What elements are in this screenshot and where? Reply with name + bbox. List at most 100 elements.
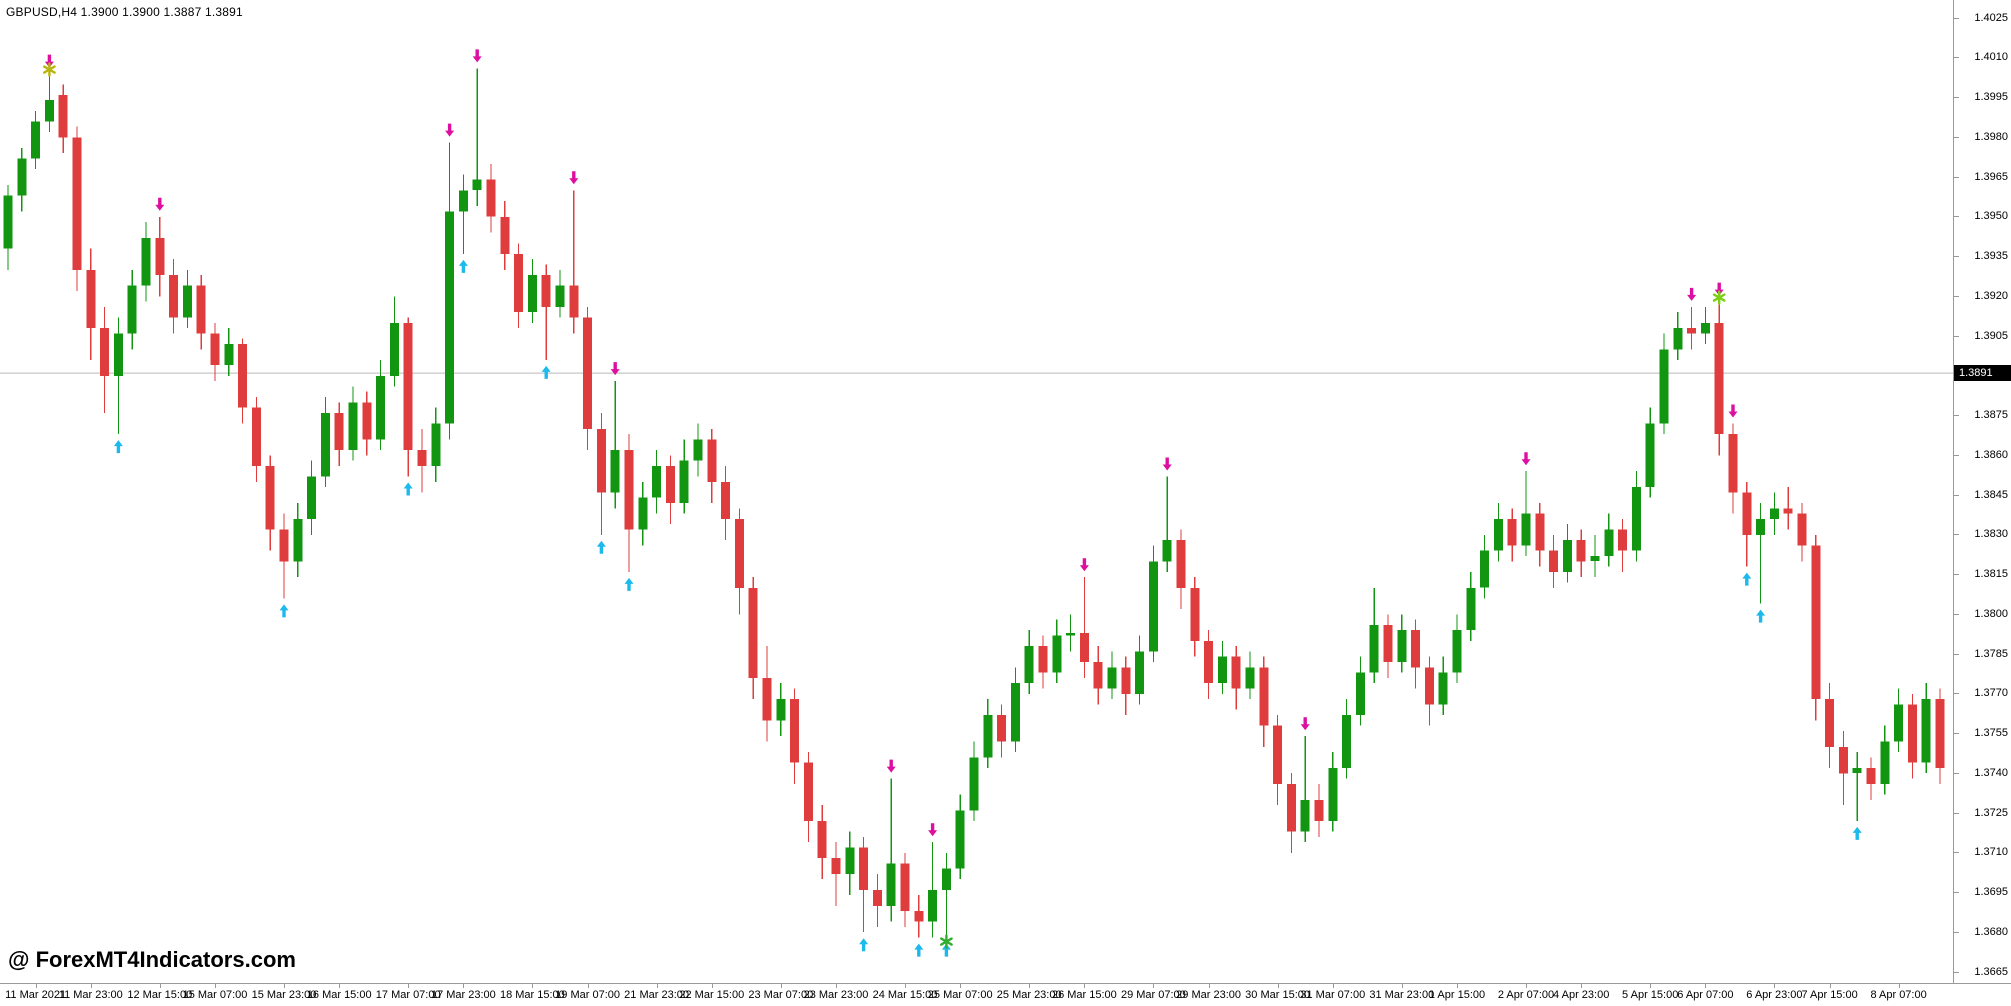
sell-arrow-icon [928, 823, 938, 837]
time-axis-label: 23 Mar 07:00 [748, 989, 814, 1001]
time-axis-label: 18 Mar 15:00 [499, 989, 565, 1001]
price-axis-label: 1.3965 [1974, 170, 2008, 183]
price-axis-tick [1954, 733, 1959, 734]
watermark: @ ForexMT4Indicators.com [8, 947, 296, 972]
buy-arrow-icon [941, 943, 951, 957]
sell-arrow-icon [44, 54, 54, 68]
sell-arrow-icon [1079, 558, 1089, 572]
price-axis-label: 1.3935 [1974, 250, 2008, 262]
sell-arrow-icon [610, 362, 620, 376]
price-axis-tick [1954, 415, 1959, 416]
time-axis-tick [587, 984, 589, 988]
time-axis-tick [1526, 984, 1527, 988]
price-axis-tick [1954, 57, 1959, 59]
star-icon [1712, 290, 1726, 305]
time-axis-label: 31 Mar 23:00 [1369, 989, 1435, 1001]
price-axis-tick [1954, 335, 1959, 337]
price-axis-tick [1954, 931, 1959, 933]
price-axis-tick [1954, 971, 1959, 973]
price-axis-tick [1954, 216, 1959, 218]
buy-arrow-icon [113, 440, 123, 454]
time-axis-label: 11 Mar 23:00 [58, 989, 123, 1001]
time-axis-label: 7 Apr 15:00 [1801, 989, 1858, 1001]
star-icon [940, 934, 953, 949]
price-axis-label: 1.3980 [1974, 130, 2008, 143]
price-axis-label: 1.3680 [1974, 925, 2008, 938]
time-axis-tick [215, 984, 216, 988]
time-axis-tick [1898, 984, 1900, 988]
price-axis-label: 1.3815 [1974, 568, 2008, 580]
price-axis-label: 1.3830 [1974, 528, 2008, 541]
buy-arrow-icon [1852, 826, 1862, 840]
time-axis-tick [1084, 984, 1086, 988]
time-axis-tick [532, 984, 534, 988]
candles-series [3, 68, 1945, 938]
price-axis-tick [1954, 812, 1959, 814]
price-axis-label: 1.3710 [1974, 846, 2008, 859]
time-axis-label: 30 Mar 15:00 [1245, 989, 1311, 1001]
price-axis-tick [1954, 454, 1959, 456]
star-icon [43, 62, 56, 77]
sell-arrow-icon [886, 759, 896, 773]
time-axis-label: 24 Mar 15:00 [872, 989, 938, 1001]
time-axis-label: 25 Mar 07:00 [927, 989, 993, 1001]
candlestick-chart[interactable] [0, 0, 1953, 983]
price-axis-tick [1954, 295, 1959, 297]
price-axis-tick [1954, 97, 1959, 98]
sell-arrow-icon [1728, 404, 1738, 418]
signal-arrows [43, 49, 1862, 957]
sell-arrow-icon [1687, 287, 1697, 301]
price-axis-separator [1953, 0, 1954, 984]
time-axis-label: 6 Apr 07:00 [1677, 989, 1734, 1001]
time-axis-tick [1277, 984, 1279, 988]
price-axis-label: 1.3770 [1974, 687, 2008, 700]
time-axis-label: 31 Mar 07:00 [1300, 989, 1366, 1001]
buy-arrow-icon [624, 577, 634, 591]
time-axis-label: 5 Apr 15:00 [1622, 989, 1679, 1001]
time-axis-tick [463, 984, 465, 988]
chart-plot-area[interactable]: GBPUSD,H4 1.3900 1.3900 1.3887 1.3891 @ … [0, 0, 1953, 983]
price-axis-label: 1.3800 [1974, 607, 2008, 620]
buy-arrow-icon [596, 540, 606, 554]
time-axis-tick [1774, 984, 1776, 988]
time-axis-separator [0, 983, 2011, 984]
buy-arrow-icon [403, 482, 413, 496]
buy-arrow-icon [1756, 609, 1766, 623]
sell-arrow-icon [1300, 717, 1310, 731]
time-axis-tick [1029, 984, 1031, 988]
price-axis-label: 1.3995 [1974, 91, 2008, 103]
price-axis-label: 1.3875 [1974, 409, 2008, 421]
time-axis-label: 2 Apr 07:00 [1497, 989, 1555, 1001]
time-axis-tick [1650, 984, 1652, 988]
time-axis-tick [1208, 984, 1210, 988]
price-axis-label: 1.3860 [1974, 448, 2008, 461]
time-axis-tick [159, 984, 161, 988]
buy-arrow-icon [541, 365, 551, 379]
price-axis-label: 1.3905 [1974, 329, 2008, 342]
time-axis-tick [656, 984, 658, 988]
price-axis[interactable]: 1.3891 1.4025 1.4010 1.3995 1.3980 1.3965 1.3… [1954, 0, 2011, 983]
buy-arrow-icon [914, 943, 924, 957]
price-axis-tick [1954, 176, 1959, 178]
time-axis-tick [1332, 984, 1334, 988]
price-axis-label: 1.3950 [1974, 210, 2008, 223]
price-axis-label: 1.3845 [1974, 488, 2008, 501]
sell-arrow-icon [1714, 282, 1724, 296]
time-axis-label: 16 Mar 15:00 [306, 989, 372, 1001]
time-axis-tick [780, 984, 782, 988]
time-axis-label: 8 Apr 07:00 [1870, 989, 1927, 1001]
time-axis-label: 1 Apr 15:00 [1428, 989, 1486, 1001]
time-axis-label: 15 Mar 07:00 [182, 989, 248, 1001]
price-axis-tick [1954, 613, 1959, 615]
time-axis-label: 15 Mar 23:00 [251, 989, 317, 1001]
time-axis-tick [90, 984, 92, 988]
sell-arrow-icon [569, 171, 579, 185]
time-axis-label: 29 Mar 23:00 [1176, 989, 1242, 1001]
price-axis-tick [1954, 852, 1959, 854]
time-axis-tick [1705, 984, 1707, 988]
sell-arrow-icon [1162, 457, 1172, 471]
time-axis[interactable]: 11 Mar 2021 11 Mar 23:00 12 Mar 15:00 15 Ma… [0, 984, 1953, 1006]
time-axis-tick [408, 984, 410, 988]
symbol-ohlc-label: GBPUSD,H4 1.3900 1.3900 1.3887 1.3891 [6, 5, 243, 19]
